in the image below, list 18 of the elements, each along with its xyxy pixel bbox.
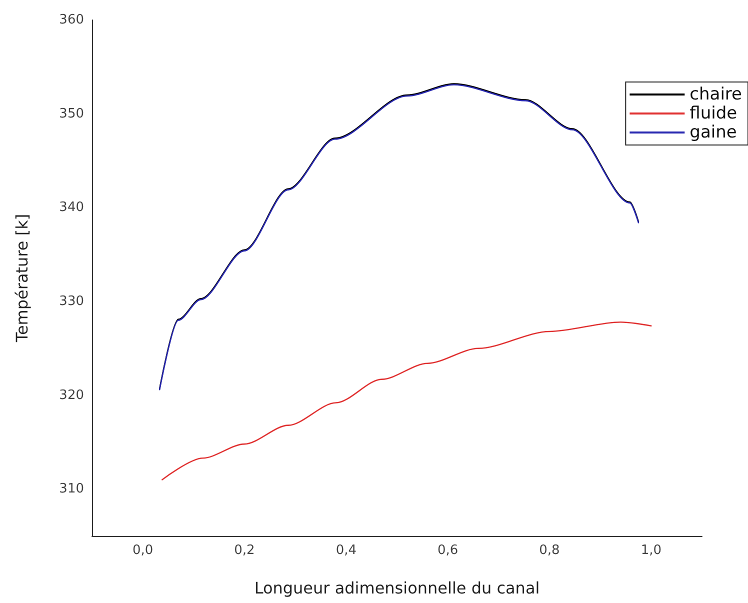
- y-tick-label: 340: [59, 200, 84, 216]
- x-tick-label: 0,2: [234, 543, 255, 558]
- x-tick-label: 0,6: [437, 543, 458, 558]
- x-tick-label: 0,4: [336, 543, 357, 558]
- y-axis-title: Température [k]: [12, 214, 32, 344]
- legend-label: gaine: [690, 122, 737, 142]
- y-tick-label: 360: [59, 12, 84, 28]
- x-tick-label: 0,8: [539, 543, 560, 558]
- x-tick-label: 1,0: [640, 543, 662, 558]
- y-tick-label: 330: [59, 294, 84, 309]
- y-tick-label: 320: [59, 388, 84, 403]
- legend-label: fluide: [690, 104, 738, 124]
- y-tick-label: 350: [59, 106, 84, 122]
- legend-label: chaire: [690, 84, 742, 104]
- line-series: [162, 321, 652, 480]
- x-tick-label: 0,0: [132, 543, 154, 558]
- y-tick-label: 310: [59, 482, 84, 497]
- x-axis-title: Longueur adimensionnelle du canal: [254, 578, 540, 598]
